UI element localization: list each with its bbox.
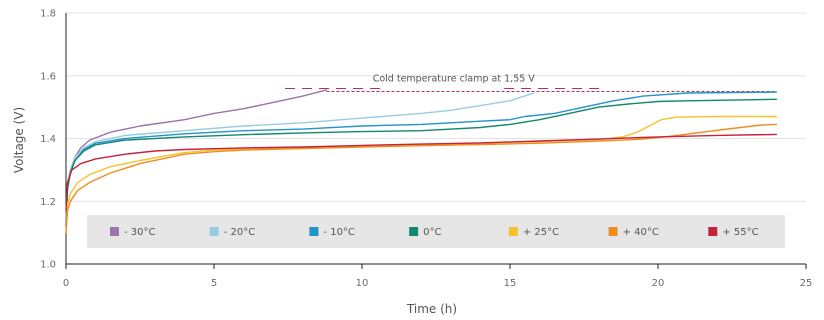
legend-swatch <box>608 227 618 236</box>
series-line <box>65 91 778 227</box>
x-tick-label: 15 <box>504 278 517 289</box>
x-tick-label: 25 <box>800 278 813 289</box>
series-line <box>65 92 535 227</box>
y-tick-label: 1.0 <box>40 260 56 271</box>
annotation-layer: Cold temperature clamp at 1,55 V <box>285 73 777 92</box>
legend-label: 0°C <box>423 227 441 238</box>
y-tick-label: 1.4 <box>40 134 56 145</box>
legend-swatch <box>110 227 119 236</box>
legend-swatch <box>708 227 718 236</box>
axis-labels: Time (h) Voltage (V) <box>12 107 457 316</box>
y-tick-label: 1.2 <box>40 197 56 208</box>
legend-swatch <box>209 227 219 236</box>
y-axis-title: Voltage (V) <box>12 107 26 173</box>
legend-label: + 25°C <box>523 227 559 238</box>
y-tick-label: 1.6 <box>40 71 56 82</box>
legend-label: + 55°C <box>722 227 758 238</box>
grid-lines <box>66 12 806 202</box>
series-line <box>65 133 778 212</box>
series-lines <box>65 89 778 234</box>
legend-swatch <box>309 227 319 236</box>
series-line <box>65 123 778 234</box>
x-tick-label: 10 <box>356 278 369 289</box>
x-axis-title: Time (h) <box>406 302 457 316</box>
legend-label: - 10°C <box>323 227 355 238</box>
legend-swatch <box>409 227 419 236</box>
y-tick-label: 1.8 <box>40 9 56 20</box>
axes: 1.0 1.2 1.4 1.6 1.8 0 5 10 15 20 25 <box>40 9 812 290</box>
x-tick-label: 20 <box>652 278 665 289</box>
legend-swatch <box>508 227 518 236</box>
x-tick-label: 0 <box>63 278 69 289</box>
legend-label: - 20°C <box>224 227 256 238</box>
series-line <box>65 98 778 227</box>
legend: - 30°C - 20°C - 10°C 0°C + 25°C + 40°C + 55°C <box>87 215 785 248</box>
legend-box <box>87 215 785 248</box>
legend-label: - 30°C <box>124 227 156 238</box>
clamp-annotation-label: Cold temperature clamp at 1,55 V <box>373 73 536 84</box>
x-tick-label: 5 <box>211 278 217 289</box>
legend-label: + 40°C <box>623 227 659 238</box>
